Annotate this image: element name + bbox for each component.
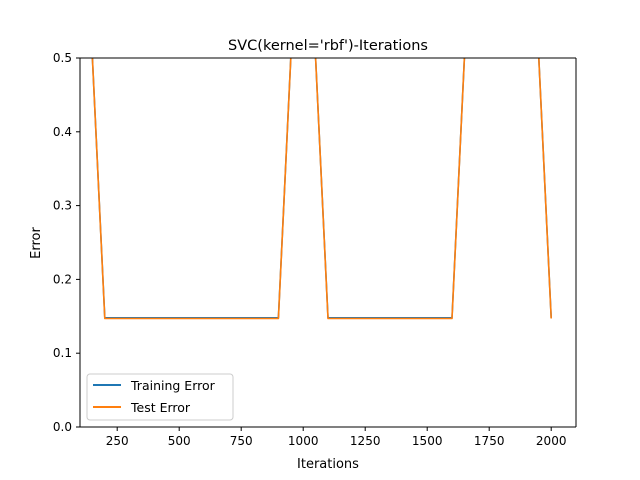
legend-box [86,373,234,421]
x-tick-label: 750 [230,434,253,448]
x-tick-label: 500 [168,434,191,448]
x-tick-label: 2000 [536,434,567,448]
y-tick-label: 0.2 [53,272,72,286]
y-axis-label: Error [29,227,44,259]
x-tick-label: 1250 [350,434,381,448]
x-tick-label: 1000 [288,434,319,448]
legend-label-training-error: Training Error [130,378,216,393]
y-tick-label: 0.0 [53,420,72,434]
series-line-test-error [91,58,552,320]
y-tick-label: 0.4 [53,125,72,139]
x-axis-label: Iterations [297,457,359,472]
y-tick-label: 0.5 [53,51,72,65]
y-tick-label: 0.1 [53,346,72,360]
x-tick-label: 250 [106,434,129,448]
x-tick-label: 1750 [474,434,505,448]
x-tick-label: 1500 [412,434,443,448]
legend-label-test-error: Test Error [130,400,191,415]
y-tick-label: 0.3 [53,199,72,213]
legend: Training Error Test Error [86,373,234,421]
series-layer [91,58,552,320]
plot-area [80,58,576,427]
chart-title: SVC(kernel='rbf')-Iterations [228,38,428,54]
axes-frame [79,57,577,428]
x-axis-ticks: 250 500 750 1000 1250 1500 1750 2000 [106,427,567,448]
y-axis-ticks: 0.0 0.1 0.2 0.3 0.4 0.5 [53,51,80,434]
